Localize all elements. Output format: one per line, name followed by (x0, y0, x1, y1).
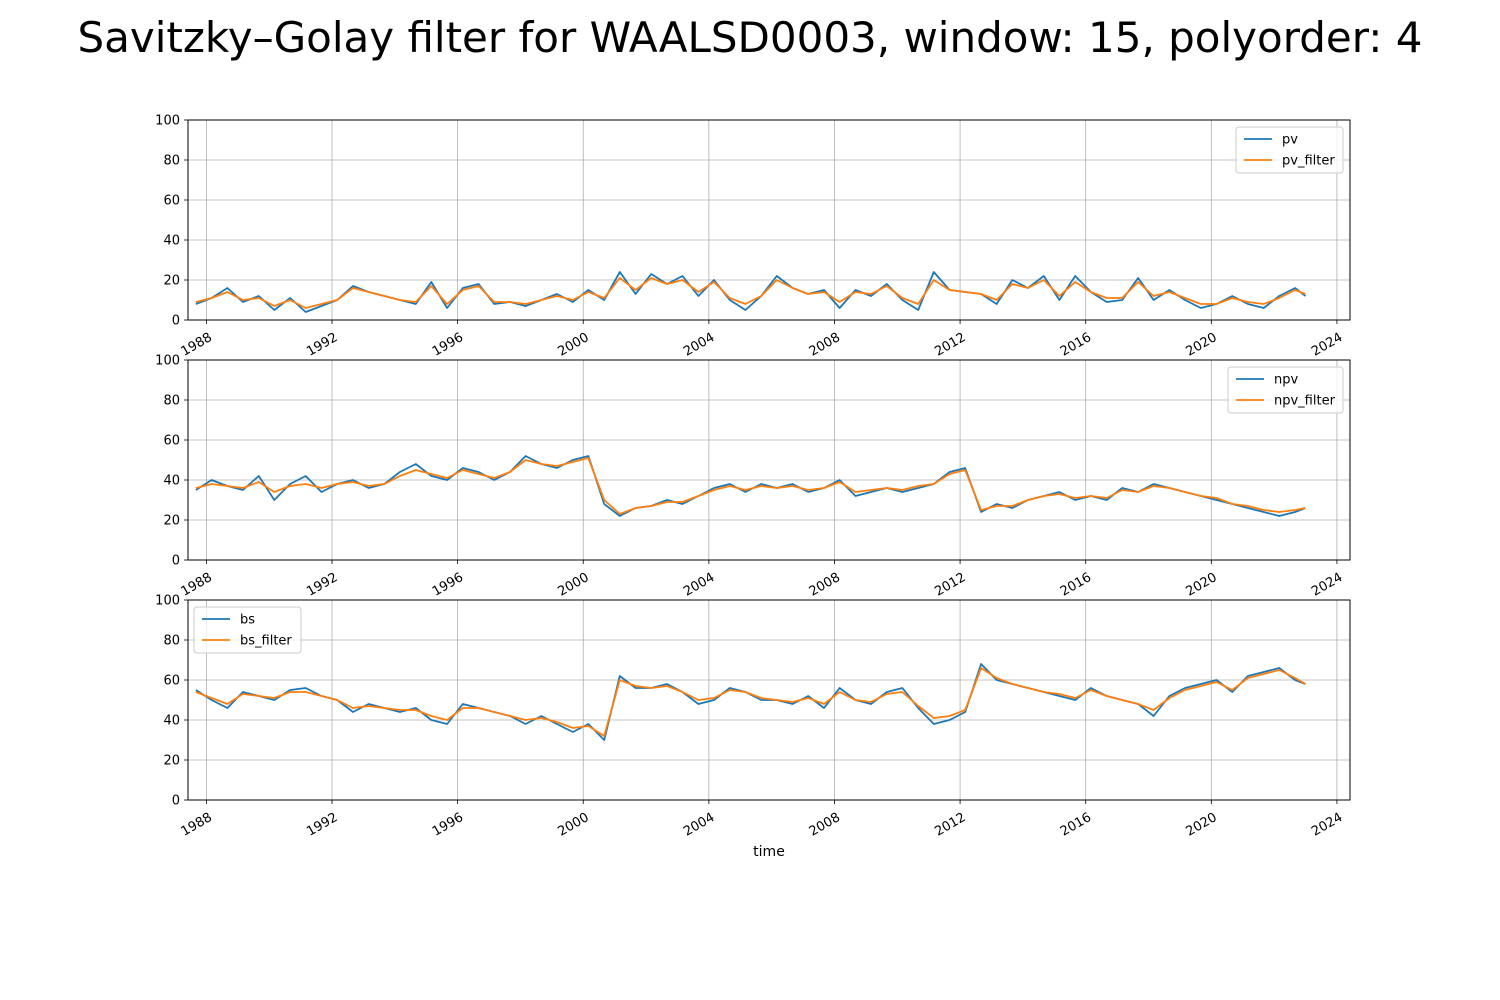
axes-frame (187, 599, 1351, 801)
y-tick-label: 80 (163, 154, 180, 169)
series-line-pv_filter (195, 277, 1306, 309)
y-tick-label: 0 (172, 314, 180, 329)
legend-label-bs: bs (240, 613, 255, 628)
legend-label-pv: pv (1282, 133, 1298, 148)
y-tick-label: 40 (163, 474, 180, 489)
legend: pv pv_filter (1235, 126, 1344, 174)
legend-label-npv_filter: npv_filter (1274, 394, 1336, 409)
figure-title: Savitzky–Golay filter for WAALSD0003, wi… (77, 13, 1422, 62)
y-tick-label: 60 (163, 674, 180, 689)
y-tick-label: 20 (163, 514, 180, 529)
y-tick-label: 100 (155, 354, 180, 369)
y-tick-label: 100 (155, 114, 180, 129)
plot-area (188, 360, 1350, 560)
y-tick-label: 60 (163, 434, 180, 449)
legend: bs bs_filter (193, 606, 302, 654)
legend-label-npv: npv (1274, 373, 1298, 388)
axes-frame (187, 359, 1351, 561)
y-tick-label: 60 (163, 194, 180, 209)
y-tick-label: 20 (163, 274, 180, 289)
series-line-npv_filter (195, 457, 1306, 515)
y-tick-label: 100 (155, 594, 180, 609)
x-axis-label: time (753, 844, 785, 860)
y-tick-label: 20 (163, 754, 180, 769)
y-tick-label: 0 (172, 794, 180, 809)
legend: npv npv_filter (1227, 366, 1344, 414)
y-tick-label: 80 (163, 394, 180, 409)
legend-label-bs_filter: bs_filter (240, 634, 292, 649)
y-tick-label: 80 (163, 634, 180, 649)
axes-frame (187, 119, 1351, 321)
y-tick-label: 0 (172, 554, 180, 569)
legend-label-pv_filter: pv_filter (1282, 154, 1335, 169)
y-tick-label: 40 (163, 714, 180, 729)
y-tick-label: 40 (163, 234, 180, 249)
series-line-bs_filter (195, 667, 1306, 737)
